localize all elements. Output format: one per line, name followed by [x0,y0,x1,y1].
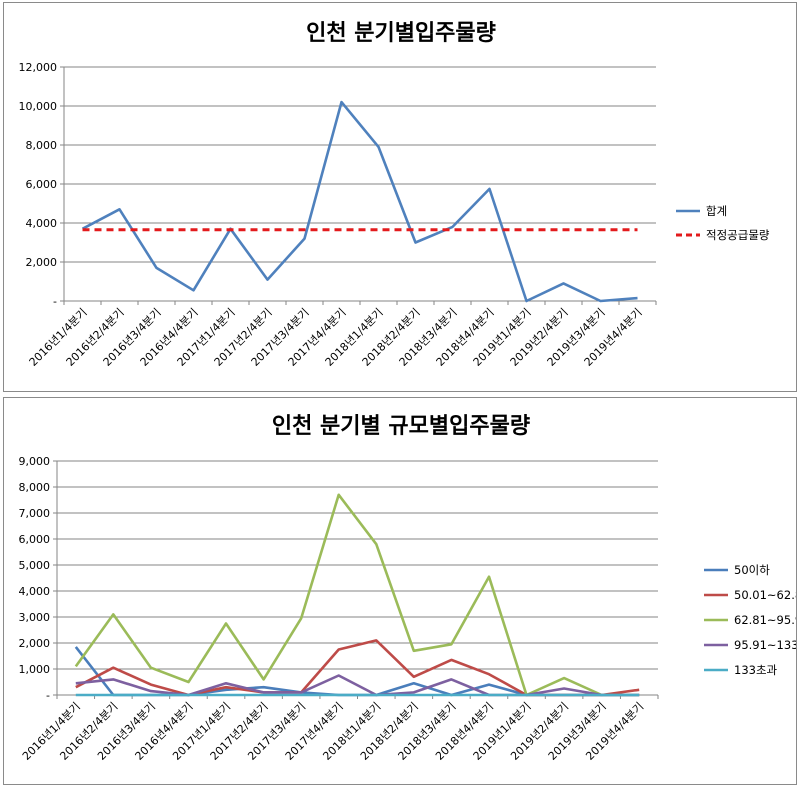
chart-supply-by-size: 인천 분기별 규모별입주물량 - 1,000 2,000 3,000 4,000 5,00… [19,414,797,763]
y-tick-label: - [53,295,57,308]
chart-title: 인천 분기별 규모별입주물량 [272,414,530,439]
legend-label: 133초과 [734,663,778,677]
chart-title: 인천 분기별입주물량 [306,21,496,46]
y-tick-label: 2,000 [19,637,51,650]
y-tick-label: 5,000 [19,559,51,572]
y-tick-label: - [46,689,50,702]
legend-label: 50.01~62.8 [734,588,796,602]
y-tick-label: 8,000 [19,481,51,494]
chart-quarterly-supply: 인천 분기별입주물량 - 2,000 4,000 6,000 8,000 10,000 12… [19,21,770,369]
y-tick-label: 7,000 [19,507,51,520]
legend-label: 62.81~95.9 [734,613,796,627]
legend-label: 적정공급물량 [706,228,770,242]
y-tick-label: 4,000 [26,217,58,230]
y-tick-label: 6,000 [26,178,58,191]
y-tick-label: 6,000 [19,533,51,546]
y-tick-label: 9,000 [19,455,51,468]
series-line-1 [75,639,640,697]
y-tick-label: 4,000 [19,585,51,598]
series-line-0 [81,100,638,303]
y-tick-label: 12,000 [19,61,58,74]
y-tick-label: 10,000 [19,100,58,113]
y-tick-label: 2,000 [26,256,58,269]
series-line-3 [75,674,640,697]
y-tick-label: 1,000 [19,663,51,676]
legend-label: 95.91~133 [734,638,796,652]
series-line-2 [74,493,640,697]
chart-panel-supply-by-size: 인천 분기별 규모별입주물량 - 1,000 2,000 3,000 4,000 5,00… [3,397,797,785]
chart-panel-quarterly-supply: 인천 분기별입주물량 - 2,000 4,000 6,000 8,000 10,000 12… [3,2,797,392]
legend-label: 합계 [706,204,727,218]
legend-label: 50이하 [734,563,770,577]
y-tick-label: 8,000 [26,139,58,152]
y-tick-label: 3,000 [19,611,51,624]
